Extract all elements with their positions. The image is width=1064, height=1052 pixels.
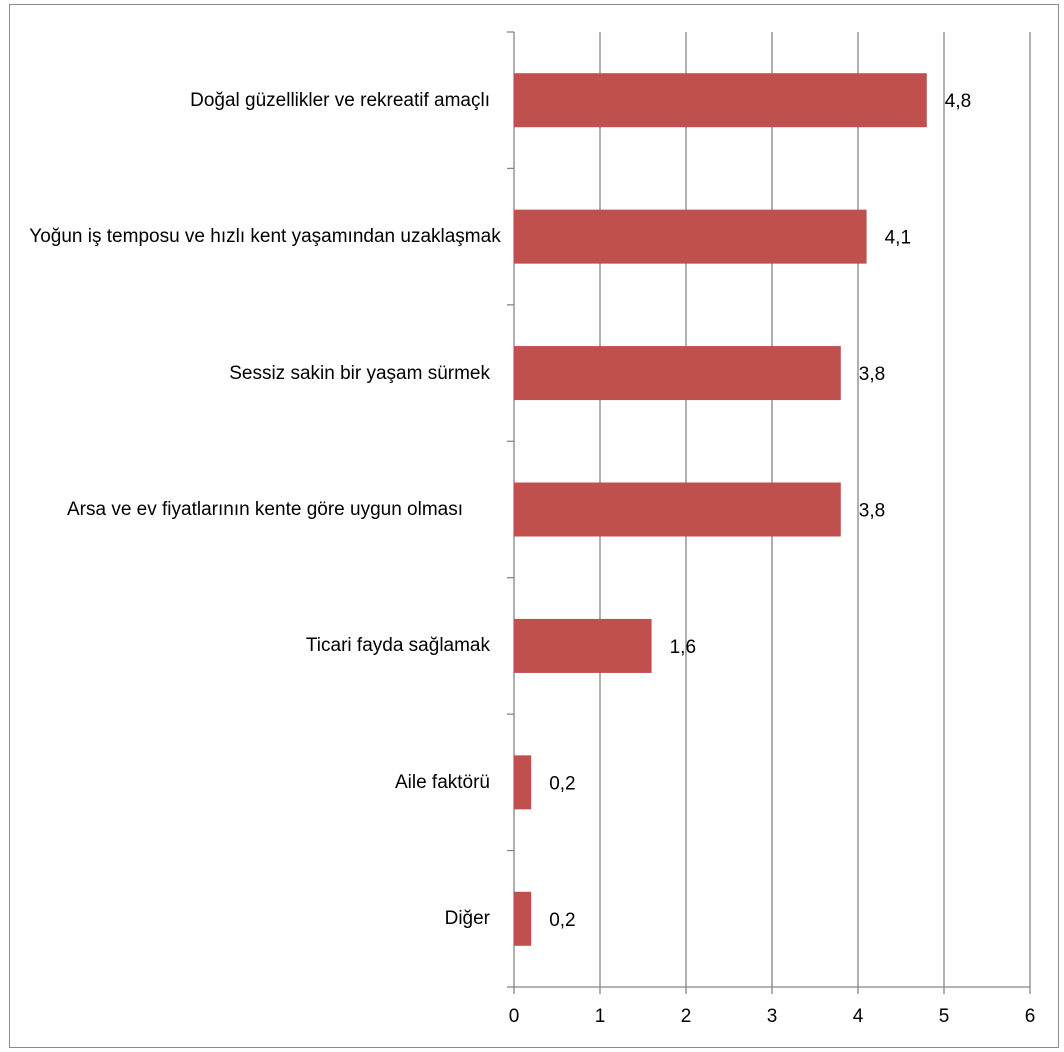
x-tick-label-4: 4 bbox=[853, 1006, 864, 1027]
bar-0 bbox=[514, 73, 927, 128]
x-tick-labels: 0 1 2 3 4 5 6 bbox=[509, 1006, 1036, 1027]
category-label-yogun-is-temposu: Yoğun iş temposu ve hızlı kent yaşamında… bbox=[29, 226, 501, 248]
data-label-1: 4,1 bbox=[885, 228, 911, 249]
bar-4 bbox=[514, 618, 652, 673]
x-tick-label-3: 3 bbox=[767, 1006, 778, 1027]
data-label-3: 3,8 bbox=[859, 501, 885, 522]
category-label-sessiz-sakin: Sessiz sakin bir yaşam sürmek bbox=[229, 362, 490, 384]
bar-6 bbox=[514, 891, 532, 946]
x-tick-label-5: 5 bbox=[939, 1006, 950, 1027]
category-label-ticari-fayda: Ticari fayda sağlamak bbox=[305, 635, 490, 657]
data-label-6: 0,2 bbox=[549, 910, 575, 931]
category-label-aile-faktoru: Aile faktörü bbox=[394, 771, 490, 793]
x-tick-label-1: 1 bbox=[595, 1006, 606, 1027]
data-label-2: 3,8 bbox=[859, 364, 885, 385]
x-tick-label-0: 0 bbox=[509, 1006, 520, 1027]
x-tick-label-6: 6 bbox=[1025, 1006, 1036, 1027]
x-tick-label-2: 2 bbox=[681, 1006, 692, 1027]
bar-1 bbox=[514, 209, 867, 264]
bar-2 bbox=[514, 346, 841, 401]
category-label-dogal-guzellikler: Doğal güzellikler ve rekreatif amaçlı bbox=[190, 89, 490, 111]
data-label-4: 1,6 bbox=[670, 637, 696, 658]
data-label-0: 4,8 bbox=[945, 91, 971, 112]
category-label-arsa-ev-fiyatlari: Arsa ve ev fiyatlarının kente göre uygun… bbox=[66, 499, 464, 520]
category-label-diger: Diğer bbox=[444, 908, 490, 930]
data-labels: 4,8 4,1 3,8 3,8 1,6 0,2 0,2 bbox=[549, 91, 971, 931]
bar-3 bbox=[514, 482, 841, 537]
bars bbox=[514, 73, 927, 946]
data-label-5: 0,2 bbox=[549, 773, 575, 794]
bar-5 bbox=[514, 755, 532, 810]
